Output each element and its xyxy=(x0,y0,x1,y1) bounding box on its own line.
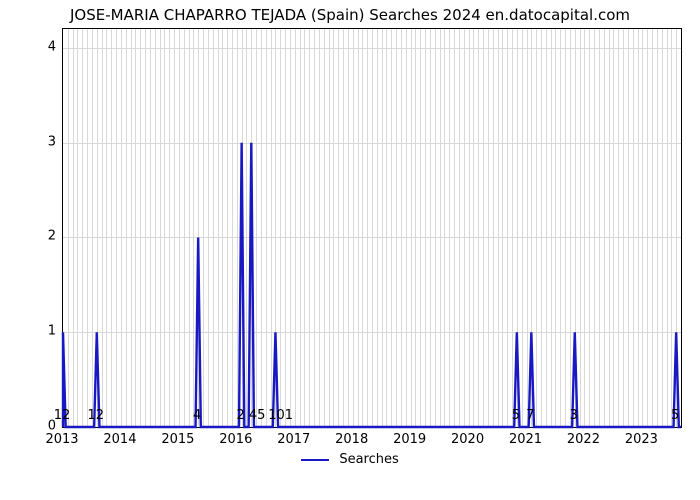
x-tick-label: 2014 xyxy=(103,432,136,447)
legend-swatch xyxy=(301,459,329,461)
x-tick-label: 2020 xyxy=(451,432,484,447)
peak-value-label: 5 xyxy=(512,408,520,423)
peak-value-label: 12 xyxy=(88,408,105,423)
peak-value-label: 101 xyxy=(268,408,293,423)
legend: Searches xyxy=(0,452,700,467)
peak-value-label: 4 xyxy=(193,408,201,423)
peak-value-label: 7 xyxy=(526,408,534,423)
y-tick-label: 4 xyxy=(26,39,56,54)
x-tick-label: 2015 xyxy=(161,432,194,447)
chart-title: JOSE-MARIA CHAPARRO TEJADA (Spain) Searc… xyxy=(0,6,700,24)
y-tick-label: 1 xyxy=(26,324,56,339)
peak-value-label: 45 xyxy=(249,408,266,423)
peak-value-label: 5 xyxy=(671,408,679,423)
plot-area xyxy=(62,28,682,428)
peak-value-label: 12 xyxy=(54,408,71,423)
y-tick-label: 2 xyxy=(26,229,56,244)
legend-label: Searches xyxy=(339,452,398,467)
y-tick-label: 3 xyxy=(26,134,56,149)
x-tick-label: 2021 xyxy=(509,432,542,447)
x-tick-label: 2018 xyxy=(335,432,368,447)
x-tick-label: 2016 xyxy=(219,432,252,447)
x-tick-label: 2017 xyxy=(277,432,310,447)
peak-value-label: 2 xyxy=(237,408,245,423)
series-line xyxy=(63,29,681,427)
x-tick-label: 2019 xyxy=(393,432,426,447)
x-tick-label: 2023 xyxy=(625,432,658,447)
searches-chart: JOSE-MARIA CHAPARRO TEJADA (Spain) Searc… xyxy=(0,0,700,500)
peak-value-label: 3 xyxy=(570,408,578,423)
x-tick-label: 2013 xyxy=(45,432,78,447)
x-tick-label: 2022 xyxy=(567,432,600,447)
